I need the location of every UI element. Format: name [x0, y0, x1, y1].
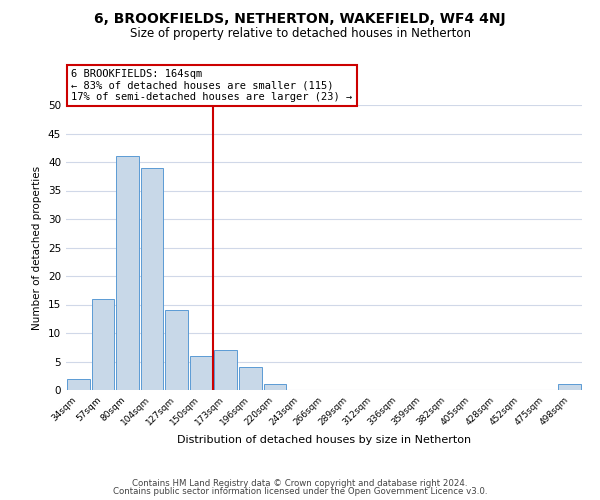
- X-axis label: Distribution of detached houses by size in Netherton: Distribution of detached houses by size …: [177, 436, 471, 446]
- Bar: [263, 384, 286, 390]
- Bar: [140, 168, 163, 390]
- Text: 6 BROOKFIELDS: 164sqm
← 83% of detached houses are smaller (115)
17% of semi-det: 6 BROOKFIELDS: 164sqm ← 83% of detached …: [71, 69, 352, 102]
- Bar: [92, 299, 114, 390]
- Bar: [190, 356, 212, 390]
- Bar: [214, 350, 237, 390]
- Text: Contains public sector information licensed under the Open Government Licence v3: Contains public sector information licen…: [113, 487, 487, 496]
- Bar: [559, 384, 581, 390]
- Text: 6, BROOKFIELDS, NETHERTON, WAKEFIELD, WF4 4NJ: 6, BROOKFIELDS, NETHERTON, WAKEFIELD, WF…: [94, 12, 506, 26]
- Bar: [116, 156, 139, 390]
- Y-axis label: Number of detached properties: Number of detached properties: [32, 166, 43, 330]
- Bar: [165, 310, 188, 390]
- Bar: [67, 378, 89, 390]
- Bar: [239, 367, 262, 390]
- Text: Size of property relative to detached houses in Netherton: Size of property relative to detached ho…: [130, 28, 470, 40]
- Text: Contains HM Land Registry data © Crown copyright and database right 2024.: Contains HM Land Registry data © Crown c…: [132, 478, 468, 488]
